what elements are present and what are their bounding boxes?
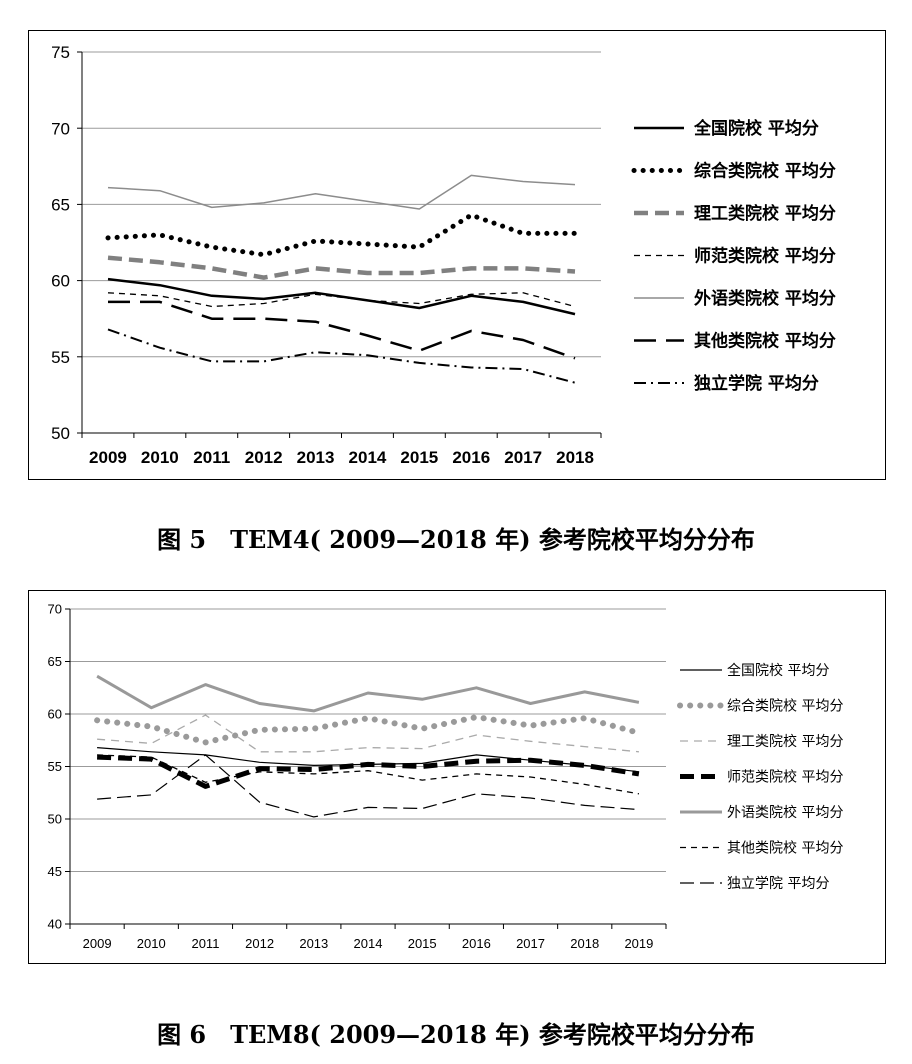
x-tick-label-2014: 2014	[354, 936, 383, 951]
y-tick-label: 50	[51, 424, 70, 443]
figure-5-caption: 图 5 TEM4( 2009—2018 年) 参考院校平均分分布	[157, 525, 755, 554]
y-tick-label: 55	[51, 348, 70, 367]
x-tick-label-2011: 2011	[193, 448, 230, 467]
legend-label-5: 外语类院校 平均分	[727, 804, 843, 821]
series-line-7	[97, 754, 639, 818]
legend-label-2: 综合类院校 平均分	[727, 698, 843, 715]
legend-label-7: 独立学院 平均分	[694, 373, 819, 394]
series-line-5	[107, 174, 576, 210]
tem4-chart-frame: 50 55 60 65 70 75 2009 2010 2011 2012 2013 2014 2015…	[28, 30, 886, 480]
series-line-2	[105, 212, 578, 258]
legend-label-7: 独立学院 平均分	[727, 876, 829, 892]
series-line-4	[97, 754, 640, 789]
y-tick-label: 70	[51, 119, 70, 138]
x-tick-label-2013: 2013	[297, 448, 335, 467]
tem8-chart-frame: 40 45 50 55 60 65 70 2009 2010 2011 2012 2013 2014 20…	[28, 590, 886, 964]
legend-label-6: 其他类院校 平均分	[694, 331, 836, 352]
x-tick-label-2017: 2017	[516, 936, 545, 951]
series-line-6	[108, 300, 576, 360]
y-tick-label: 60	[48, 707, 62, 722]
x-tick-label-2012: 2012	[245, 936, 274, 951]
y-tick-label: 40	[48, 917, 62, 932]
legend-label-5: 外语类院校 平均分	[694, 288, 836, 309]
x-tick-label-2019: 2019	[624, 936, 653, 951]
x-tick-label-2010: 2010	[137, 936, 166, 951]
x-tick-label-2016: 2016	[462, 936, 491, 951]
legend-label-1: 全国院校 平均分	[727, 662, 829, 679]
x-tick-label-2015: 2015	[400, 448, 438, 467]
y-tick-label: 55	[48, 759, 62, 774]
tem4-line-chart: 50 55 60 65 70 75 2009 2010 2011 2012 2013 2014 2015…	[51, 43, 836, 467]
y-tick-label: 70	[48, 602, 62, 617]
legend-label-6: 其他类院校 平均分	[727, 840, 843, 857]
series-line-4	[107, 292, 576, 308]
x-tick-label-2010: 2010	[141, 448, 179, 467]
legend-label-2: 综合类院校 平均分	[694, 161, 836, 182]
y-tick-label: 65	[51, 196, 70, 215]
x-tick-label-2009: 2009	[89, 448, 127, 467]
series-line-6	[97, 754, 640, 795]
series-line-3	[107, 255, 576, 280]
legend-label-4: 师范类院校 平均分	[694, 246, 836, 267]
x-tick-label-2012: 2012	[245, 448, 283, 467]
x-tick-label-2016: 2016	[452, 448, 490, 467]
series-line-7	[107, 328, 576, 384]
x-tick-label-2017: 2017	[504, 448, 542, 467]
x-tick-label-2013: 2013	[299, 936, 328, 951]
y-tick-label: 75	[51, 43, 70, 62]
y-tick-label: 65	[48, 654, 62, 669]
series-line-2	[94, 714, 642, 746]
x-tick-label-2011: 2011	[191, 936, 219, 951]
x-tick-label-2018: 2018	[570, 936, 599, 951]
y-tick-label: 60	[51, 272, 70, 291]
legend-label-3: 理工类院校 平均分	[727, 733, 843, 750]
tem8-line-chart: 40 45 50 55 60 65 70 2009 2010 2011 2012 2013 2014 20…	[48, 602, 844, 951]
series-line-1	[97, 747, 639, 773]
x-tick-label-2015: 2015	[408, 936, 437, 951]
x-tick-label-2009: 2009	[83, 936, 112, 951]
y-tick-label: 45	[48, 864, 62, 879]
series-line-1	[107, 277, 576, 316]
figure-6-caption: 图 6 TEM8( 2009—2018 年) 参考院校平均分分布	[157, 1020, 755, 1049]
x-tick-label-2014: 2014	[349, 448, 387, 467]
legend-label-4: 师范类院校 平均分	[727, 769, 843, 786]
y-tick-label: 50	[48, 812, 62, 827]
x-tick-label-2018: 2018	[556, 448, 594, 467]
legend-label-3: 理工类院校 平均分	[694, 203, 836, 224]
legend-label-1: 全国院校 平均分	[693, 118, 819, 139]
series-line-5	[96, 674, 640, 713]
